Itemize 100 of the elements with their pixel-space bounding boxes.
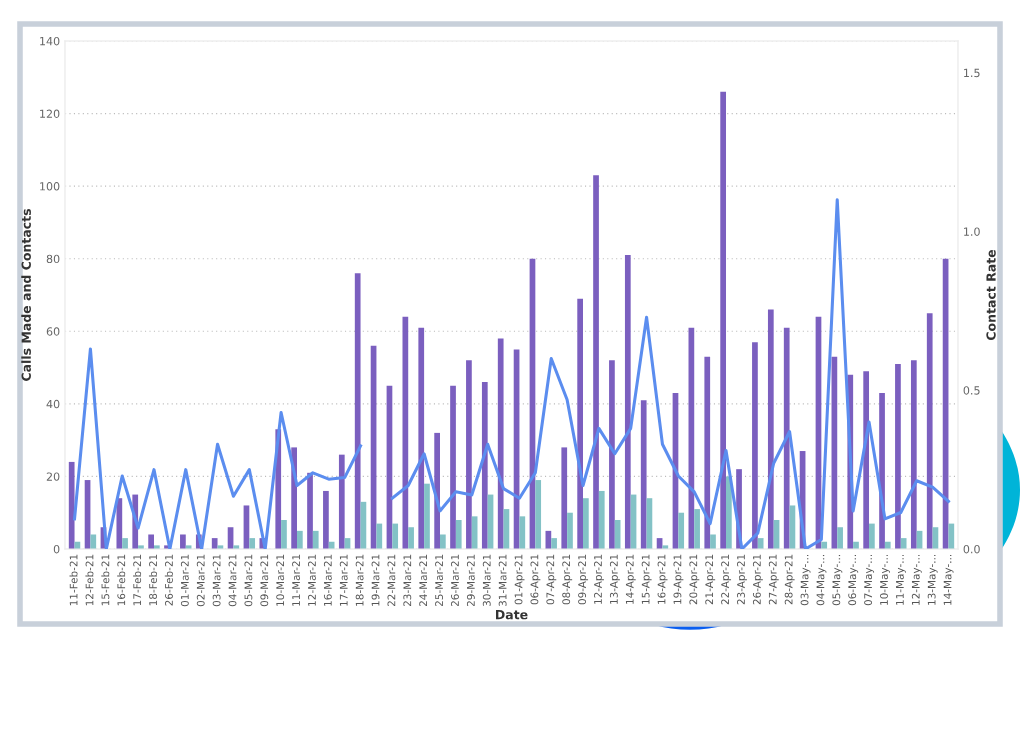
- x-tick-label: 18-Mar-21: [355, 554, 364, 606]
- bar: [519, 516, 526, 549]
- x-tick-label: 24-Mar-21: [419, 554, 428, 607]
- bar: [466, 360, 472, 549]
- bar: [863, 371, 870, 549]
- x-tick-label: 09-Apr-21: [578, 554, 589, 605]
- y2-tick-label: 1.0: [964, 227, 980, 236]
- bar: [307, 472, 313, 549]
- x-tick-label: 02-Mar-21: [196, 554, 205, 607]
- bar: [609, 360, 615, 549]
- bar: [122, 538, 128, 549]
- bar: [926, 313, 933, 549]
- x-tick-label: 14-May-...: [943, 554, 954, 605]
- bar: [402, 316, 409, 549]
- bar: [767, 309, 774, 549]
- x-tick-label: 18-Feb-21: [148, 554, 157, 606]
- x-tick-label: 03-Mar-21: [212, 554, 221, 607]
- bar: [694, 509, 700, 549]
- x-tick-label: 08-Apr-21: [562, 554, 573, 605]
- x-tick-label: 10-Mar-21: [276, 554, 285, 606]
- x-tick-label: 26-Mar-21: [451, 554, 459, 607]
- y2-tick-label: 0.0: [963, 544, 980, 554]
- bar: [424, 483, 430, 549]
- x-tick-label: 30-Mar-21: [482, 554, 491, 607]
- x-tick-label: 01-Apr-21: [514, 554, 525, 605]
- x-tick-label: 13-Apr-21: [609, 554, 620, 604]
- x-tick-label: 22-Mar-21: [387, 554, 396, 607]
- x-tick-label: 27-Apr-21: [768, 554, 779, 605]
- x-tick-label: 12-Feb-21: [85, 554, 94, 606]
- bar: [376, 523, 383, 549]
- bar: [312, 530, 319, 549]
- x-tick-label: 06-Apr-21: [530, 554, 541, 605]
- x-tick-label: 10-May-...: [880, 554, 890, 605]
- x-tick-label: 28-Apr-21: [784, 554, 795, 605]
- x-tick-label: 19-Apr-21: [673, 554, 684, 604]
- bar: [678, 512, 685, 549]
- x-tick-label: 15-Feb-21: [101, 554, 110, 606]
- x-tick-label: 15-Apr-21: [641, 554, 652, 604]
- bar: [577, 298, 583, 549]
- bar: [408, 527, 414, 549]
- x-tick-label: 26-Apr-21: [752, 554, 763, 605]
- x-tick-label: 16-Apr-21: [657, 554, 668, 604]
- bar: [116, 498, 123, 549]
- bar: [481, 382, 488, 549]
- x-tick-label: 17-Mar-21: [339, 554, 348, 606]
- x-tick-label: 12-Mar-21: [308, 554, 316, 606]
- bar: [948, 523, 955, 549]
- bar: [624, 255, 631, 549]
- x-tick-label: 23-Apr-21: [737, 554, 747, 605]
- bar: [281, 519, 287, 549]
- x-tick-label: 07-Apr-21: [546, 554, 557, 605]
- x-tick-label: 05-May-...: [832, 554, 843, 606]
- bar: [354, 273, 361, 549]
- x-tick-label: 11-Mar-21: [292, 554, 301, 606]
- bar: [593, 175, 599, 549]
- x-axis-title: Date: [496, 610, 528, 620]
- x-tick-label: 12-May-...: [911, 554, 922, 605]
- x-tick-label: 09-Mar-21: [260, 554, 269, 607]
- x-tick-label: 12-Apr-21: [594, 554, 604, 604]
- y-tick-label: 120: [40, 109, 60, 118]
- bar: [837, 527, 843, 549]
- x-tick-label: 04-May-...: [816, 554, 827, 606]
- x-tick-label: 20-Apr-21: [689, 554, 700, 605]
- x-tick-label: 31-Mar-21: [498, 554, 507, 607]
- bar: [535, 480, 542, 549]
- bar: [752, 342, 758, 549]
- bar: [720, 91, 727, 549]
- bar: [455, 519, 462, 549]
- bar: [895, 363, 901, 549]
- y2-tick-label: 0.5: [963, 386, 980, 395]
- bar: [323, 490, 329, 549]
- bar: [551, 538, 557, 549]
- bar: [704, 356, 711, 549]
- bar: [90, 534, 97, 549]
- bar: [710, 534, 716, 549]
- y-tick-label: 140: [40, 36, 60, 46]
- bar: [338, 454, 345, 549]
- bar: [180, 534, 186, 549]
- y-axis-title: Calls Made and Contacts: [21, 209, 31, 381]
- bar: [497, 338, 504, 549]
- y-tick-label: 100: [40, 182, 60, 191]
- bar: [757, 538, 764, 549]
- x-tick-label: 26-Feb-21: [164, 554, 173, 606]
- x-tick-label: 13-May-...: [927, 554, 938, 605]
- x-tick-label: 03-May-...: [800, 554, 811, 606]
- y-tick-label: 40: [46, 399, 60, 409]
- x-tick-label: 14-Apr-21: [625, 554, 636, 604]
- x-tick-label: 22-Apr-21: [721, 554, 732, 605]
- bar: [296, 530, 303, 549]
- x-tick-label: 07-May-...: [864, 554, 875, 606]
- x-tick-label: 04-Mar-21: [228, 554, 237, 607]
- bar: [68, 461, 75, 549]
- bar: [450, 385, 456, 549]
- bar: [211, 538, 218, 549]
- x-tick-label: 21-Apr-21: [705, 554, 716, 605]
- x-tick-label: 11-May-...: [896, 554, 906, 605]
- x-tick-label: 11-Feb-21: [69, 554, 78, 606]
- bar: [614, 519, 621, 549]
- bar: [869, 523, 875, 549]
- x-tick-label: 01-Mar-21: [180, 554, 189, 607]
